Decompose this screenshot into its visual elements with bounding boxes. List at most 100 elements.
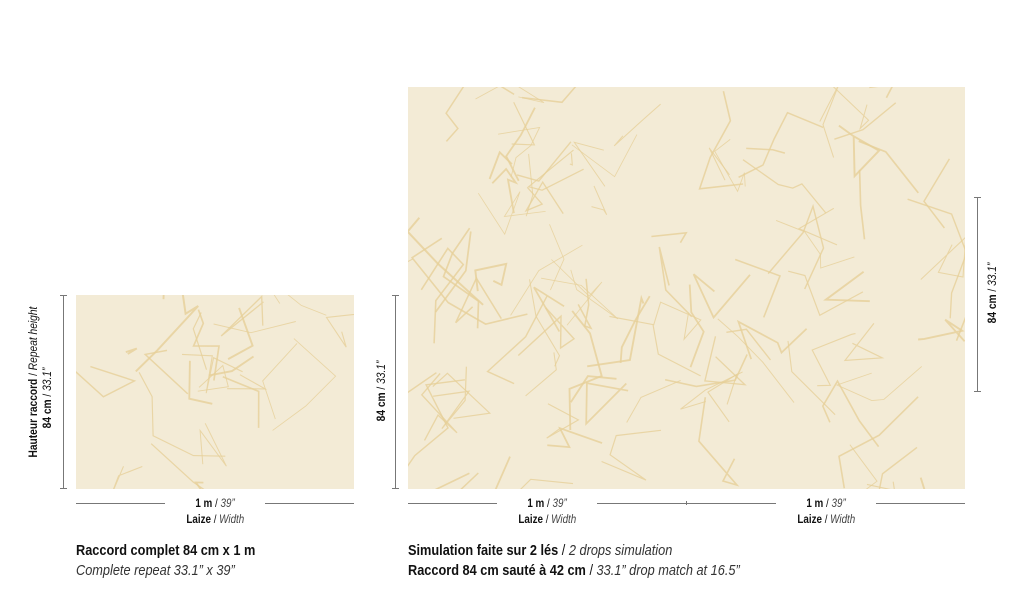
pattern-line xyxy=(775,219,855,269)
pattern-line xyxy=(194,481,204,489)
pattern-line xyxy=(838,124,881,179)
pattern-line xyxy=(433,366,471,429)
repeat-height-label: Hauteur raccord / Repeat height 84 cm / … xyxy=(26,306,54,458)
pattern-line xyxy=(736,319,808,360)
pattern-line xyxy=(273,295,327,316)
width-label-2: 1 m / 39” Laize / Width xyxy=(776,495,876,527)
pattern-line xyxy=(692,273,751,320)
pattern-line xyxy=(923,158,951,229)
pattern-line xyxy=(455,276,502,324)
pattern-line xyxy=(734,258,782,318)
pattern-line xyxy=(325,313,354,348)
pattern-line xyxy=(486,295,548,385)
pattern-line xyxy=(181,353,243,394)
pattern-line xyxy=(858,140,919,194)
pattern-line xyxy=(726,328,772,361)
pattern-line xyxy=(832,87,870,131)
pattern-line xyxy=(698,397,740,487)
pattern-line xyxy=(162,295,165,300)
pattern-line xyxy=(192,309,220,381)
pattern-line xyxy=(746,147,786,154)
pattern-line xyxy=(547,426,603,449)
pattern-line xyxy=(125,347,138,355)
pattern-line xyxy=(688,284,705,368)
pattern-line xyxy=(742,159,827,214)
pattern-line xyxy=(838,396,919,489)
pattern-line xyxy=(527,149,584,191)
pattern-line xyxy=(408,372,437,394)
pattern-line xyxy=(708,147,730,181)
pattern-line xyxy=(788,270,864,317)
pattern-line xyxy=(222,376,260,428)
rule-tick xyxy=(392,488,399,489)
pattern-line xyxy=(213,321,296,334)
pattern-line xyxy=(714,139,746,193)
height-rule xyxy=(63,295,64,489)
pattern-line xyxy=(517,307,576,357)
pattern-line xyxy=(475,87,545,104)
caption-repeat: Raccord complet 84 cm x 1 m Complete rep… xyxy=(76,542,256,579)
pattern-line xyxy=(551,259,603,326)
pattern-line xyxy=(849,444,878,489)
pattern-line xyxy=(474,262,508,292)
pattern-line xyxy=(434,472,470,489)
pattern-line xyxy=(955,316,965,341)
pattern-line xyxy=(843,323,885,362)
width-label: 1 m / 39” Laize / Width xyxy=(165,495,265,527)
pattern-line xyxy=(707,373,738,423)
pattern-line xyxy=(658,246,693,318)
pattern-line xyxy=(569,153,573,166)
height-label-left: 84 cm / 33.1” xyxy=(374,360,388,422)
pattern-line xyxy=(821,379,880,448)
pattern-line xyxy=(919,477,926,489)
pattern-line xyxy=(522,87,577,104)
rule-tick xyxy=(60,488,67,489)
pattern-line xyxy=(651,231,688,244)
pattern-line xyxy=(199,423,227,467)
pattern-line xyxy=(491,167,519,214)
pattern-line xyxy=(541,269,619,320)
pattern-line xyxy=(570,375,617,403)
simulation-swatch xyxy=(408,87,965,489)
pattern-line xyxy=(577,278,593,330)
pattern-line xyxy=(609,315,701,377)
rule-tick xyxy=(686,501,687,505)
pattern-line xyxy=(573,141,606,187)
pattern-line xyxy=(188,360,213,405)
pattern-line xyxy=(197,364,229,392)
pattern-line xyxy=(549,224,565,291)
pattern-line xyxy=(767,203,825,290)
pattern-line xyxy=(442,227,480,329)
pattern-line xyxy=(262,343,298,420)
pattern-line xyxy=(477,191,546,236)
width-label-1: 1 m / 39” Laize / Width xyxy=(497,495,597,527)
rule-tick xyxy=(974,391,981,392)
pattern-line xyxy=(601,429,662,481)
pattern-line xyxy=(150,443,205,489)
pattern-line xyxy=(920,237,965,280)
pattern-line xyxy=(511,101,536,146)
repeat-swatch xyxy=(76,295,354,489)
rule-tick xyxy=(60,295,67,296)
pattern-line xyxy=(680,371,743,410)
crackle-pattern xyxy=(76,295,354,489)
pattern-line xyxy=(498,126,541,177)
pattern-line xyxy=(272,338,337,431)
pattern-line xyxy=(227,307,254,360)
pattern-line xyxy=(135,295,199,373)
pattern-line xyxy=(619,295,651,363)
pattern-line xyxy=(525,153,534,217)
pattern-line xyxy=(797,207,838,246)
pattern-line xyxy=(510,244,583,316)
crackle-pattern xyxy=(408,87,965,489)
pattern-line xyxy=(626,380,681,423)
pattern-line xyxy=(410,237,528,325)
pattern-line xyxy=(653,301,702,341)
height-rule-right xyxy=(977,197,978,392)
pattern-line xyxy=(823,271,870,303)
pattern-line xyxy=(819,87,839,158)
pattern-line xyxy=(571,134,638,178)
pattern-line xyxy=(907,198,965,319)
pattern-line xyxy=(208,355,255,377)
height-label-right: 84 cm / 33.1” xyxy=(985,262,999,324)
